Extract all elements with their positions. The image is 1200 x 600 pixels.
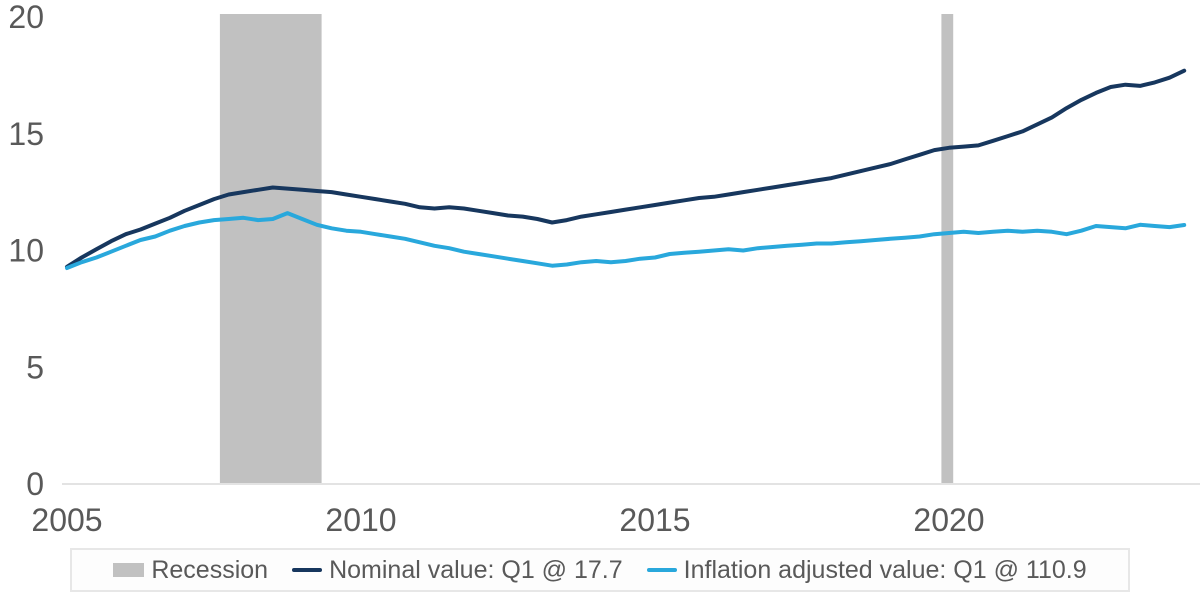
y-axis-tick-label: 0 <box>26 466 44 502</box>
inflation-adjusted-line-swatch-icon <box>646 568 677 572</box>
y-axis-tick-label: 15 <box>8 116 44 152</box>
legend-label-nominal-value: Nominal value: Q1 @ 17.7 <box>329 555 623 584</box>
nominal-value-line <box>65 68 1187 269</box>
recession-band <box>219 14 322 484</box>
legend-label-recession: Recession <box>151 555 269 584</box>
recession-swatch-icon <box>113 563 145 577</box>
legend: Recession Nominal value: Q1 @ 17.7 Infla… <box>70 548 1130 592</box>
x-axis-tick-label: 2020 <box>913 502 984 538</box>
x-axis-tick-label: 2015 <box>619 502 690 538</box>
y-axis-tick-label: 20 <box>8 0 44 35</box>
x-axis-tick-label: 2005 <box>31 502 102 538</box>
legend-item-recession: Recession <box>113 556 268 585</box>
nominal-line-swatch-icon <box>292 568 323 572</box>
legend-label-inflation-adjusted-value: Inflation adjusted value: Q1 @ 110.9 <box>683 555 1087 584</box>
line-chart-canvas: 0 5 10 15 20 2005 2010 2015 2020 <box>8 0 1200 538</box>
legend-item-nominal-value: Nominal value: Q1 @ 17.7 <box>292 556 623 585</box>
legend-item-inflation-adjusted-value: Inflation adjusted value: Q1 @ 110.9 <box>646 555 1087 585</box>
recession-band <box>941 14 954 484</box>
y-axis-tick-label: 5 <box>26 349 44 385</box>
x-axis-tick-label: 2010 <box>325 502 396 538</box>
inflation-adjusted-value-line <box>65 211 1187 270</box>
y-axis-tick-label: 10 <box>8 233 44 269</box>
